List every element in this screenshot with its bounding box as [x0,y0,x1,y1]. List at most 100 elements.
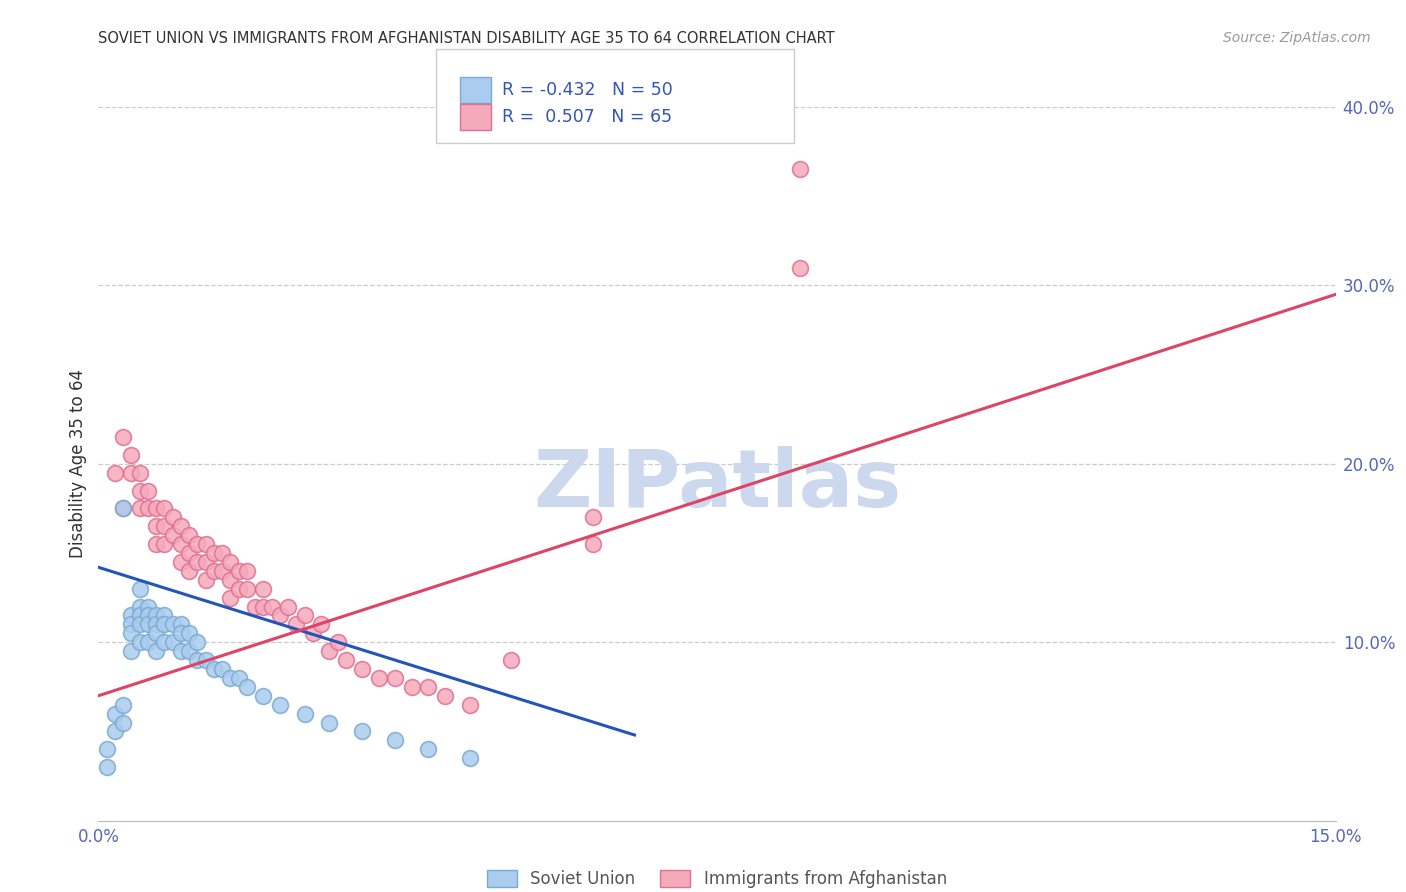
Point [582,510,605,524]
Point [318,644,340,658]
Point [145,644,167,658]
Point [335,653,357,667]
Point [219,671,242,685]
Point [170,617,193,632]
Point [433,689,456,703]
Point [153,501,176,516]
Point [211,662,233,676]
Point [252,599,274,614]
Text: R = -0.432   N = 50: R = -0.432 N = 50 [502,81,672,99]
Point [136,635,159,649]
Point [236,564,259,578]
Point [384,671,406,685]
Point [418,680,440,694]
Point [170,555,193,569]
Point [112,715,135,730]
Point [186,555,208,569]
Point [128,608,150,623]
Point [153,519,176,533]
Point [128,635,150,649]
Point [326,635,349,649]
Point [153,608,176,623]
Point [302,626,325,640]
Point [104,724,127,739]
Point [112,501,135,516]
Point [260,599,283,614]
Point [194,573,217,587]
Point [228,671,250,685]
Point [112,698,135,712]
Point [499,653,522,667]
Point [128,617,150,632]
Point [294,706,316,721]
Point [789,162,811,177]
Point [202,546,225,560]
Point [120,617,142,632]
Point [104,466,127,480]
Point [120,448,142,462]
Y-axis label: Disability Age 35 to 64: Disability Age 35 to 64 [69,369,87,558]
Point [136,501,159,516]
Point [219,591,242,605]
Point [120,608,142,623]
Point [294,608,316,623]
Point [352,662,374,676]
Point [170,644,193,658]
Point [136,599,159,614]
Point [194,537,217,551]
Point [128,466,150,480]
Point [458,751,481,765]
Point [120,626,142,640]
Point [236,680,259,694]
Point [401,680,423,694]
Point [96,742,118,756]
Point [458,698,481,712]
Point [145,537,167,551]
Point [236,582,259,596]
Point [179,564,201,578]
Point [162,528,184,542]
Point [277,599,299,614]
Point [211,546,233,560]
Point [120,644,142,658]
Point [219,555,242,569]
Point [252,582,274,596]
Point [96,760,118,774]
Point [252,689,274,703]
Point [162,510,184,524]
Point [186,537,208,551]
Point [145,501,167,516]
Point [104,706,127,721]
Point [136,608,159,623]
Point [179,528,201,542]
Point [194,653,217,667]
Point [128,501,150,516]
Point [162,635,184,649]
Point [179,626,201,640]
Point [582,537,605,551]
Point [186,635,208,649]
Point [194,555,217,569]
Point [128,483,150,498]
Point [285,617,308,632]
Point [228,582,250,596]
Point [170,626,193,640]
Point [202,662,225,676]
Point [112,430,135,444]
Point [269,698,291,712]
Point [186,653,208,667]
Point [352,724,374,739]
Point [128,599,150,614]
Point [309,617,332,632]
Point [789,260,811,275]
Point [170,519,193,533]
Point [243,599,266,614]
Point [179,644,201,658]
Point [136,617,159,632]
Point [112,501,135,516]
Point [153,537,176,551]
Text: SOVIET UNION VS IMMIGRANTS FROM AFGHANISTAN DISABILITY AGE 35 TO 64 CORRELATION : SOVIET UNION VS IMMIGRANTS FROM AFGHANIS… [98,31,835,46]
Text: Source: ZipAtlas.com: Source: ZipAtlas.com [1223,31,1371,45]
Point [202,564,225,578]
Point [145,626,167,640]
